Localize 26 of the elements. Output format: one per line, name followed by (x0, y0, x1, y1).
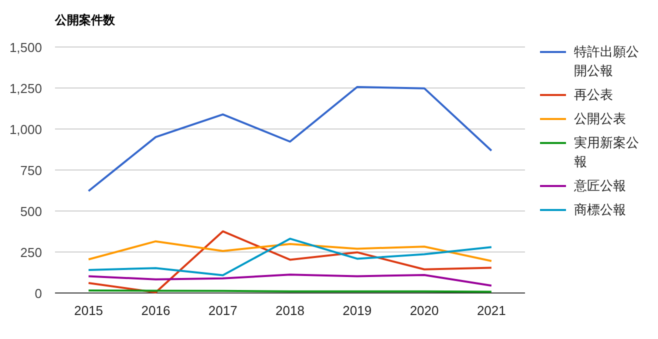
legend-label: 実用新案公報 (574, 134, 640, 171)
y-tick-label: 1,000 (9, 122, 42, 137)
x-tick-label: 2017 (208, 303, 238, 318)
legend-label: 公開公表 (574, 110, 627, 128)
x-tick-label: 2020 (410, 303, 439, 318)
line-series (88, 274, 492, 287)
line-series (88, 230, 492, 294)
y-tick-label: 750 (20, 163, 42, 178)
legend-label: 再公表 (574, 86, 614, 104)
y-tick-label: 0 (34, 286, 42, 301)
y-tick-label: 1,250 (9, 81, 42, 96)
x-tick-label: 2021 (476, 303, 506, 318)
x-tick-label: 2016 (141, 303, 170, 318)
line-series (88, 238, 492, 276)
y-tick-label: 1,500 (9, 40, 42, 55)
line-series (88, 86, 492, 192)
x-tick-label: 2019 (342, 303, 372, 318)
legend-label: 特許出願公開公報 (574, 43, 640, 80)
y-tick-label: 250 (20, 245, 42, 260)
x-tick-label: 2018 (276, 303, 304, 318)
y-tick-label: 500 (20, 204, 42, 219)
chart-title: 公開案件数 (54, 13, 116, 27)
x-tick-label: 2015 (74, 303, 104, 318)
legend-label: 商標公報 (574, 201, 627, 219)
line-series (88, 240, 492, 262)
legend-label: 意匠公報 (574, 177, 627, 195)
